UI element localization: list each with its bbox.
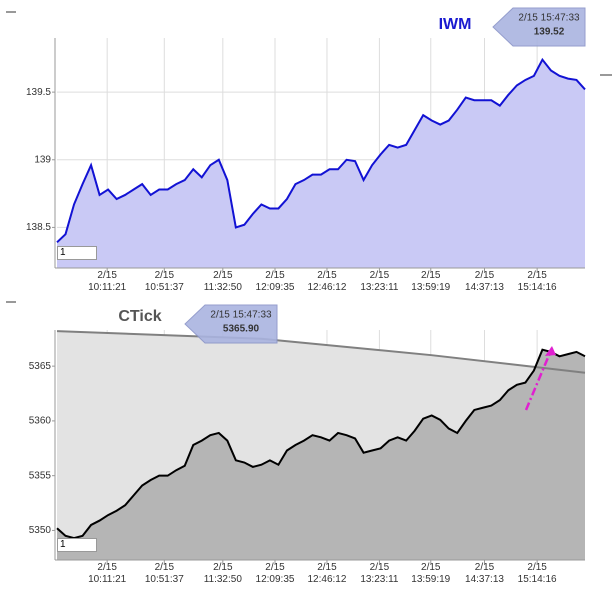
- callout-time: 2/15 15:47:33: [518, 13, 580, 24]
- price-callout: [492, 7, 586, 47]
- y-tick-label: 5355: [29, 470, 52, 481]
- x-tick-label: 2/15 13:23:11: [360, 270, 399, 293]
- price-callout: [184, 304, 278, 344]
- trend-arrow: [524, 347, 554, 411]
- x-tick-label: 2/15 13:59:19: [411, 270, 451, 293]
- y-tick-label: 5350: [29, 525, 52, 536]
- callout-price: 139.52: [534, 27, 565, 38]
- y-tick-label: 139: [34, 154, 51, 165]
- chart-title: IWM: [439, 16, 472, 33]
- area-fill: [57, 349, 585, 560]
- y-tick-label: 139.5: [26, 87, 51, 98]
- line: [56, 57, 586, 244]
- y-tick-label: 5360: [29, 416, 52, 427]
- chart-title: CTick: [118, 308, 161, 325]
- y-tick-label: 5365: [29, 361, 52, 372]
- y-tick-label: 138.5: [26, 222, 51, 233]
- x-tick-label: 2/15 12:46:12: [307, 562, 347, 585]
- period-input[interactable]: 1: [57, 538, 97, 552]
- trend-arrow-head: [545, 346, 556, 356]
- x-tick-label: 2/15 14:37:13: [465, 270, 504, 293]
- x-tick-label: 2/15 10:11:21: [88, 270, 127, 293]
- x-tick-label: 2/15 10:51:37: [144, 270, 184, 293]
- x-tick-label: 2/15 12:09:35: [255, 562, 295, 585]
- x-tick-label: 2/15 14:37:13: [465, 562, 504, 585]
- x-tick-label: 2/15 10:11:21: [88, 562, 127, 585]
- callout-time: 2/15 15:47:33: [210, 310, 272, 321]
- line: [56, 348, 586, 540]
- x-tick-label: 2/15 15:14:16: [517, 270, 557, 293]
- x-tick-label: 2/15 12:09:35: [255, 270, 295, 293]
- x-tick-label: 2/15 11:32:50: [203, 270, 242, 293]
- x-tick-label: 2/15 12:46:12: [307, 270, 347, 293]
- x-tick-label: 2/15 13:23:11: [360, 562, 399, 585]
- period-input[interactable]: 1: [57, 246, 97, 260]
- x-tick-label: 2/15 11:32:50: [203, 562, 242, 585]
- x-tick-label: 2/15 15:14:16: [517, 562, 557, 585]
- callout-price: 5365.90: [223, 324, 260, 335]
- x-tick-label: 2/15 10:51:37: [144, 562, 184, 585]
- line: [56, 330, 586, 374]
- area-fill: [57, 59, 585, 268]
- x-tick-label: 2/15 13:59:19: [411, 562, 451, 585]
